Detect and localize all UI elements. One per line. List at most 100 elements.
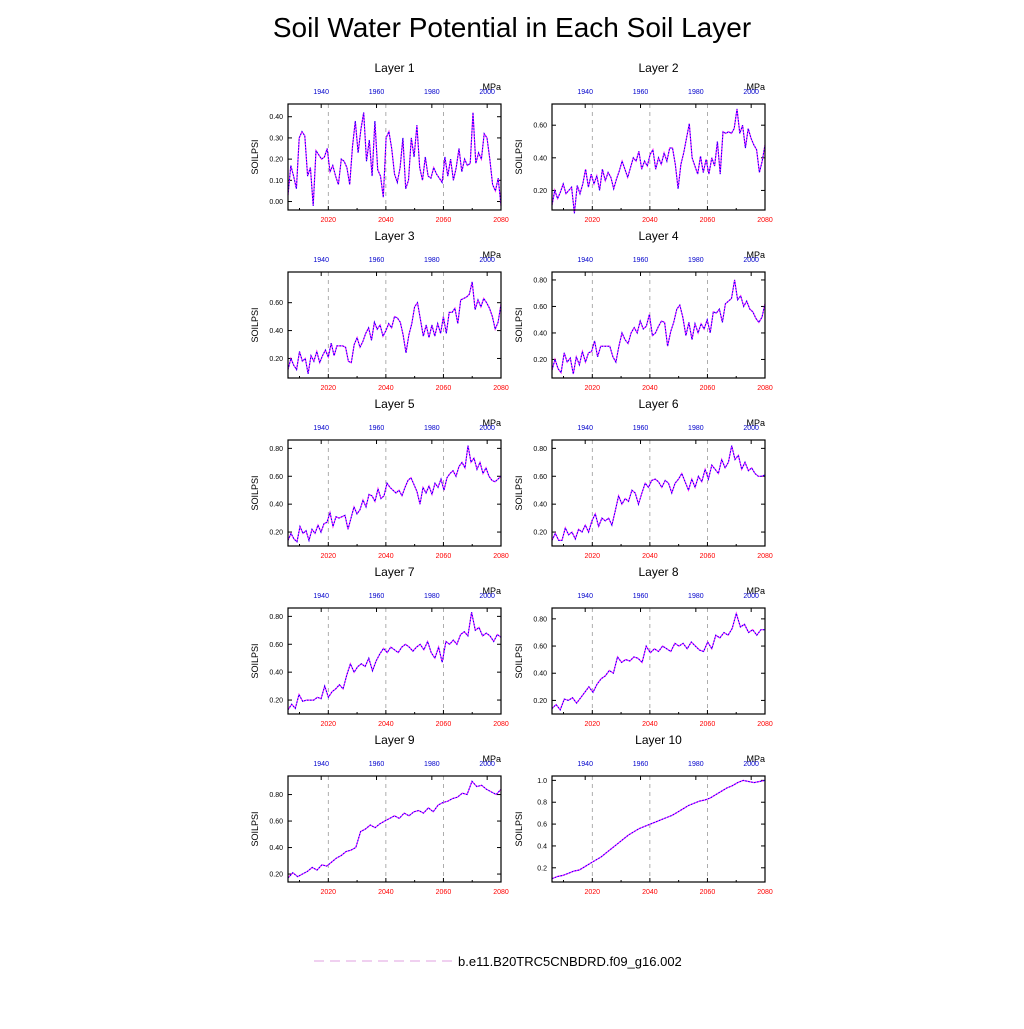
panel-title: Layer 1: [374, 61, 414, 75]
y-tick-label: 0.80: [533, 616, 547, 623]
y-tick-label: 0.60: [269, 819, 283, 826]
chart-panel-8: Layer 8 MPa SOILPSI 2020 2040 2060 2080 1940 196…: [514, 565, 773, 728]
y-axis-label: SOILPSI: [250, 307, 260, 342]
y-tick-label: 0.20: [533, 698, 547, 705]
x-tick-label-top: 1960: [369, 761, 385, 768]
units-label: MPa: [746, 754, 765, 764]
x-tick-label-bottom: 2020: [321, 721, 337, 728]
y-tick-label: 0.10: [269, 178, 283, 185]
plot-frame: [287, 607, 502, 715]
x-tick-label-bottom: 2020: [321, 889, 337, 896]
panel-title: Layer 2: [638, 61, 678, 75]
y-tick-label: 0.20: [533, 530, 547, 537]
x-tick-label-top: 1940: [577, 257, 593, 264]
series-line-model: [287, 281, 502, 374]
x-tick-label-bottom: 2020: [585, 721, 601, 728]
y-tick-label: 0.40: [269, 845, 283, 852]
x-tick-label-top: 1940: [577, 761, 593, 768]
y-tick-label: 1.0: [537, 778, 547, 785]
x-tick-label-bottom: 2040: [642, 553, 658, 560]
units-label: MPa: [482, 754, 501, 764]
series-line-obs: [287, 281, 502, 374]
x-tick-label-top: 1980: [688, 89, 704, 96]
plot-frame: [287, 103, 502, 211]
y-tick-label: 0.40: [269, 670, 283, 677]
y-tick-label: 0.20: [269, 698, 283, 705]
series-line-obs: [551, 779, 766, 880]
series-line-model: [551, 108, 766, 214]
series-line-model: [287, 112, 502, 206]
x-tick-label-bottom: 2060: [700, 217, 716, 224]
x-tick-label-top: 1940: [313, 761, 329, 768]
y-tick-label: 0.20: [269, 530, 283, 537]
plot-frame: [287, 775, 502, 883]
x-tick-label-bottom: 2060: [700, 721, 716, 728]
x-tick-label-bottom: 2040: [642, 889, 658, 896]
x-tick-label-top: 1980: [424, 761, 440, 768]
plot-frame: [551, 103, 766, 211]
y-tick-label: 0.80: [269, 446, 283, 453]
plot-frame: [551, 271, 766, 379]
units-label: MPa: [482, 586, 501, 596]
x-tick-label-bottom: 2040: [378, 217, 394, 224]
series-line-obs: [287, 112, 502, 206]
y-tick-label: 0.80: [269, 792, 283, 799]
chart-panel-1: Layer 1 MPa SOILPSI 2020 2040 2060 2080 1940 196…: [250, 61, 509, 224]
x-tick-label-bottom: 2060: [436, 889, 452, 896]
plot-frame: [287, 439, 502, 547]
plot-frame: [551, 439, 766, 547]
x-tick-label-top: 1980: [424, 593, 440, 600]
x-tick-label-bottom: 2040: [378, 385, 394, 392]
y-tick-label: 0.60: [533, 123, 547, 130]
x-tick-label-bottom: 2040: [378, 889, 394, 896]
x-tick-label-top: 1940: [577, 425, 593, 432]
y-axis-label: SOILPSI: [250, 475, 260, 510]
x-tick-label-top: 1960: [633, 761, 649, 768]
series-line-model: [551, 445, 766, 541]
plot-frame: [551, 607, 766, 715]
x-tick-label-bottom: 2020: [585, 385, 601, 392]
chart-panel-4: Layer 4 MPa SOILPSI 2020 2040 2060 2080 1940 196…: [514, 229, 773, 392]
series-line-obs: [551, 611, 765, 712]
y-axis-label: SOILPSI: [514, 139, 524, 174]
x-tick-label-top: 2000: [479, 257, 495, 264]
y-tick-label: 0.60: [533, 474, 547, 481]
legend-line-sample: [314, 960, 454, 962]
x-tick-label-top: 1960: [369, 257, 385, 264]
x-tick-label-bottom: 2020: [321, 385, 337, 392]
panel-title: Layer 6: [638, 397, 678, 411]
x-tick-label-top: 2000: [479, 593, 495, 600]
y-tick-label: 0.30: [269, 135, 283, 142]
x-tick-label-top: 1980: [688, 593, 704, 600]
chart-panel-10: Layer 10 MPa SOILPSI 2020 2040 2060 2080 1940 19…: [514, 733, 773, 896]
y-tick-label: 0.80: [533, 446, 547, 453]
x-tick-label-top: 2000: [743, 89, 759, 96]
legend: b.e11.B20TRC5CNBDRD.f09_g16.002: [300, 952, 740, 974]
panel-title: Layer 4: [638, 229, 678, 243]
x-tick-label-top: 1940: [313, 593, 329, 600]
y-tick-label: 0.6: [537, 822, 547, 829]
plot-frame: [551, 775, 766, 883]
x-tick-label-bottom: 2040: [642, 217, 658, 224]
y-tick-label: 0.20: [269, 872, 283, 879]
chart-panel-9: Layer 9 MPa SOILPSI 2020 2040 2060 2080 1940 196…: [250, 733, 509, 896]
x-tick-label-top: 2000: [479, 761, 495, 768]
x-tick-label-bottom: 2020: [585, 217, 601, 224]
x-tick-label-top: 1940: [313, 425, 329, 432]
x-tick-label-bottom: 2020: [585, 889, 601, 896]
x-tick-label-top: 1960: [369, 593, 385, 600]
x-tick-label-top: 1980: [424, 425, 440, 432]
y-tick-label: 0.60: [533, 644, 547, 651]
x-tick-label-top: 1960: [369, 425, 385, 432]
plot-frame: [287, 271, 502, 379]
x-tick-label-bottom: 2040: [378, 553, 394, 560]
panel-title: Layer 7: [374, 565, 414, 579]
units-label: MPa: [482, 250, 501, 260]
x-tick-label-top: 1940: [313, 89, 329, 96]
y-tick-label: 0.40: [533, 330, 547, 337]
x-tick-label-top: 1960: [633, 425, 649, 432]
units-label: MPa: [746, 586, 765, 596]
x-tick-label-bottom: 2080: [493, 385, 509, 392]
